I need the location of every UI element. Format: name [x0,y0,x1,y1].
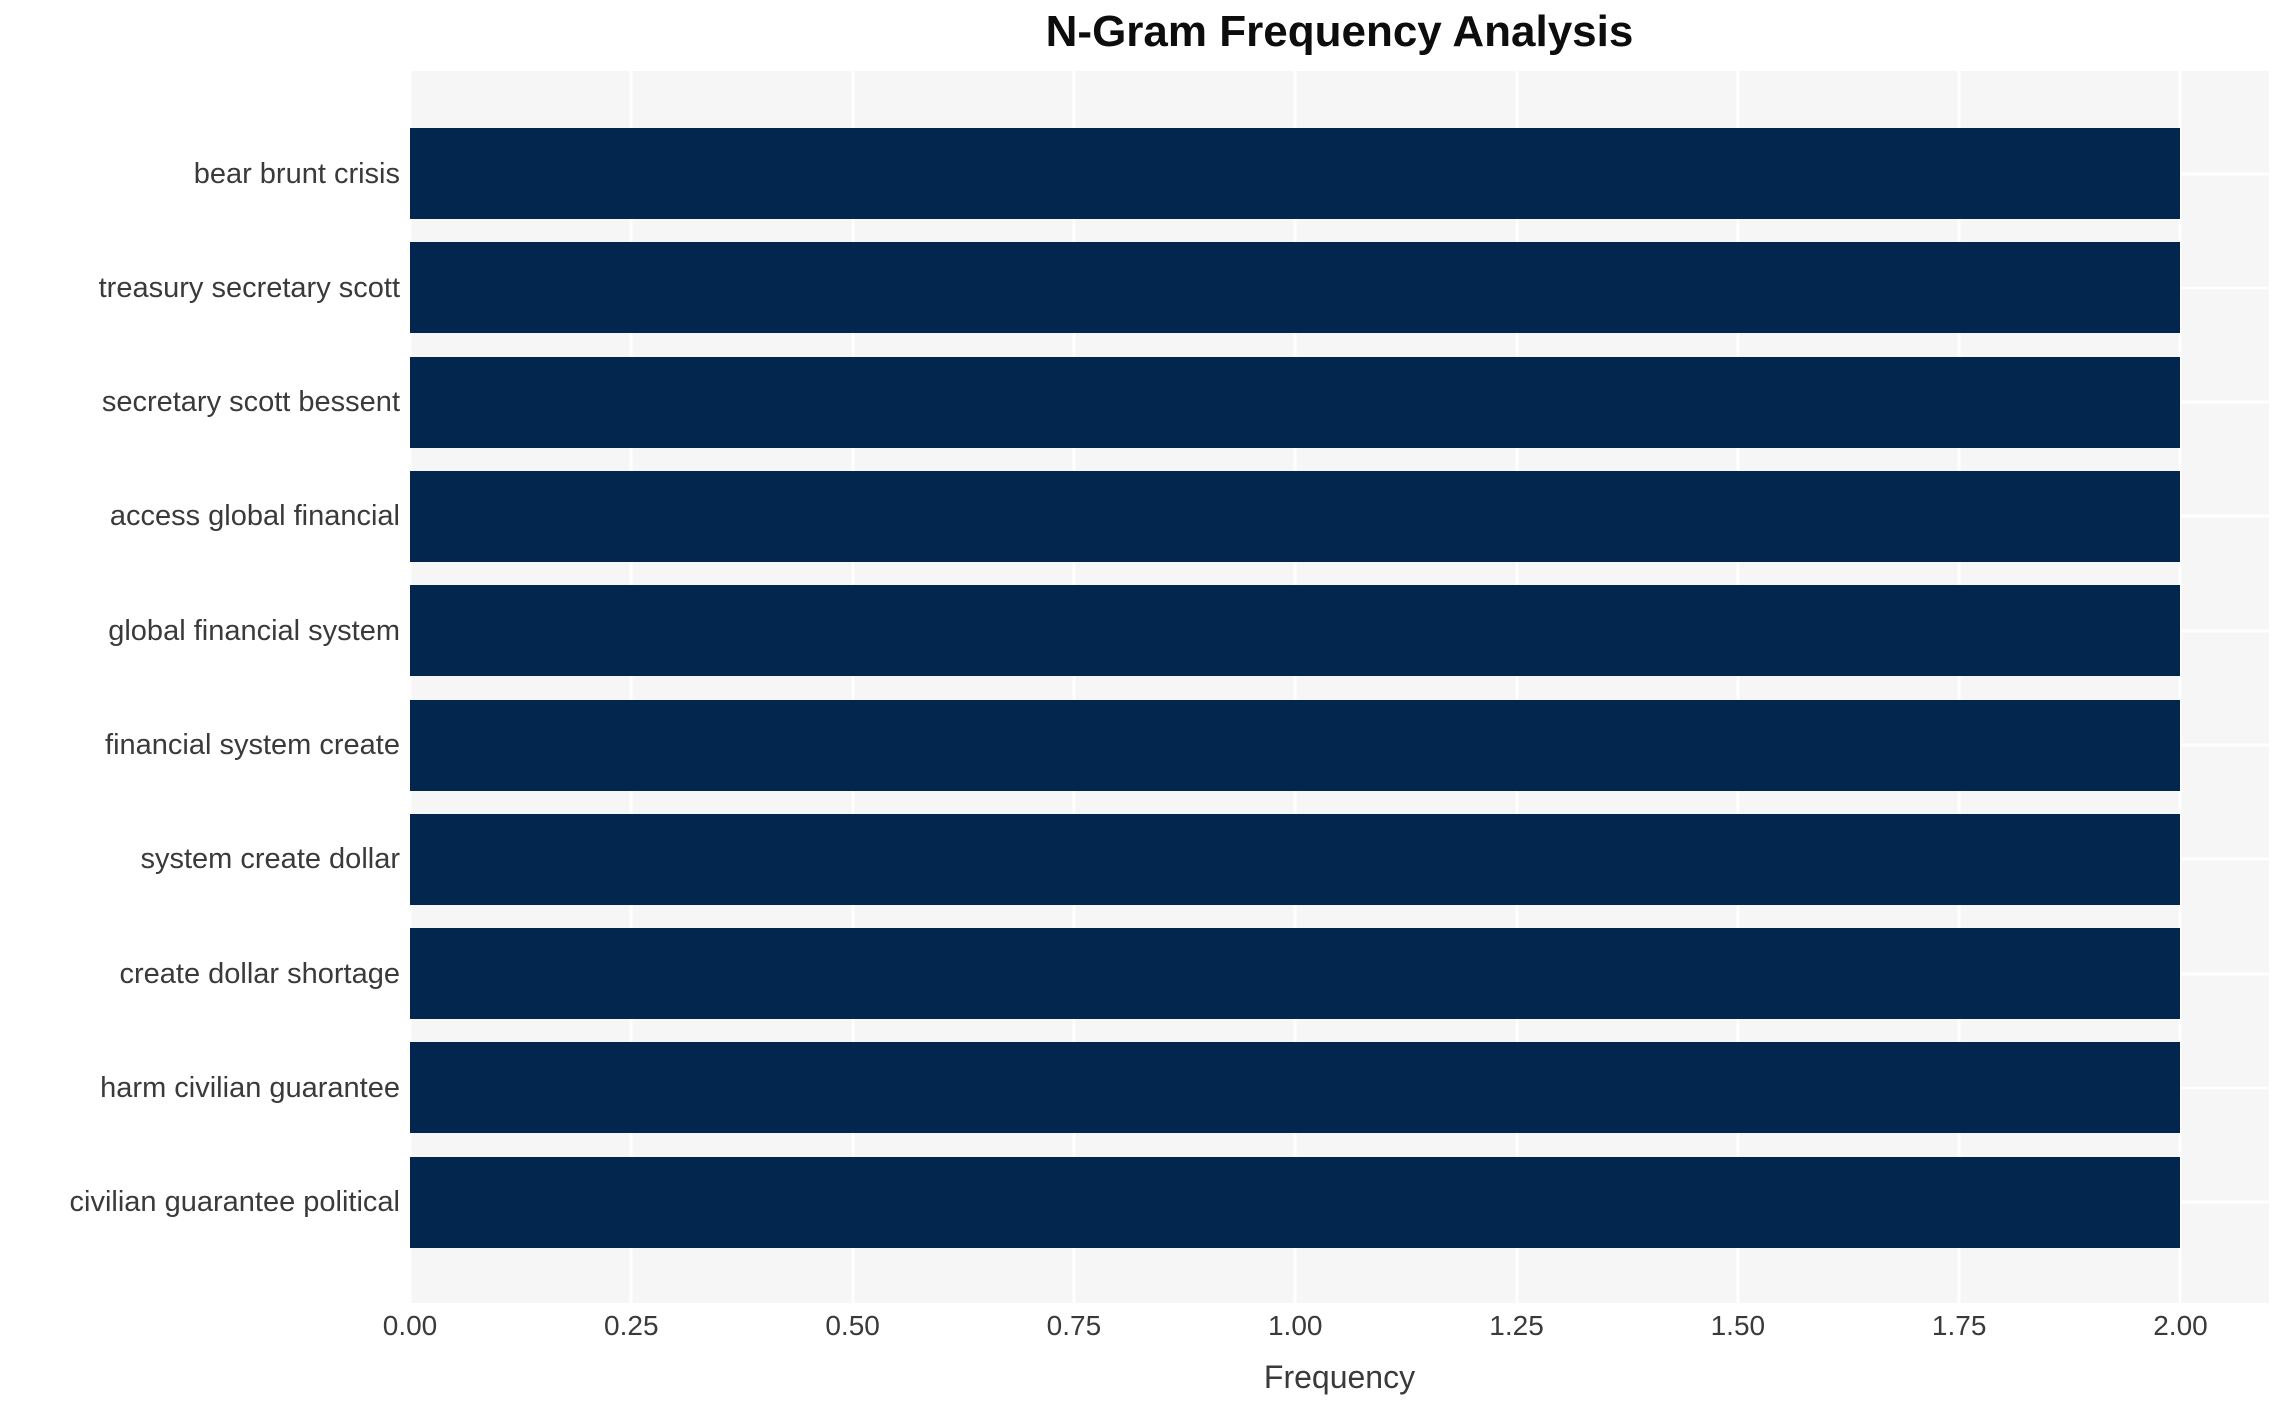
x-axis-tick-label: 1.00 [1267,1310,1323,1341]
bar [410,470,2181,562]
x-axis-tick-label: 0.25 [604,1310,659,1341]
bar [410,1042,2181,1134]
bar [410,585,2181,677]
y-axis-label: create dollar shortage [119,957,401,990]
x-axis-tick-label: 1.75 [1931,1310,1987,1341]
x-gridline [1293,71,1297,1303]
x-gridline [2178,71,2182,1303]
x-gridline [1957,71,1961,1303]
x-gridline [1072,71,1076,1303]
x-gridline [1736,71,1740,1303]
bar [410,699,2181,791]
x-gridline [1515,71,1519,1303]
y-axis-label: access global financial [109,500,400,533]
y-axis-label: civilian guarantee political [69,1186,400,1219]
x-axis-tick-label: 2.00 [2153,1310,2208,1341]
bar [410,928,2181,1020]
bar [410,128,2181,219]
x-axis-tick-label: 0.75 [1046,1310,1102,1341]
y-axis-label: system create dollar [140,843,401,876]
chart-title: N-Gram Frequency Analysis [1045,7,1634,56]
x-gridline [851,71,855,1303]
y-axis-label: harm civilian guarantee [100,1071,400,1104]
x-axis-tick-label: 1.25 [1489,1310,1544,1341]
y-axis-label: global financial system [108,614,400,647]
x-axis-tick-label: 1.50 [1710,1310,1766,1341]
x-axis-tick-label: 0.50 [825,1310,880,1341]
y-axis-label: financial system create [105,729,400,761]
bar [410,1156,2181,1248]
y-axis-label: secretary scott bessent [101,386,400,419]
x-gridline [629,71,633,1303]
x-axis-title: Frequency [1263,1359,1416,1395]
y-axis-label: treasury secretary scott [98,271,400,304]
plot-area [408,71,2269,1303]
x-gridline [408,71,412,1303]
bar [410,242,2181,334]
y-axis-label: bear brunt crisis [193,157,400,190]
bar [410,356,2181,448]
x-axis-tick-label: 0.00 [382,1310,438,1341]
bar [410,813,2181,905]
